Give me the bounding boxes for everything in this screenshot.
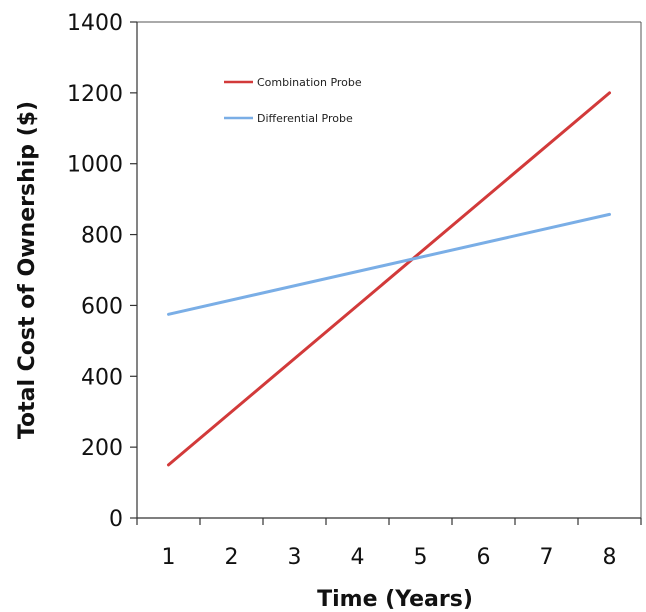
y-tick-label: 1200 bbox=[67, 82, 123, 107]
x-tick-label: 1 bbox=[162, 545, 176, 570]
series-lines bbox=[167, 91, 611, 467]
y-tick-label: 400 bbox=[81, 365, 123, 390]
y-tick-label: 800 bbox=[81, 224, 123, 249]
x-tick-label: 4 bbox=[351, 545, 365, 570]
series-line-combination-probe bbox=[167, 91, 611, 467]
y-tick-label: 0 bbox=[109, 507, 123, 532]
x-tick-label: 8 bbox=[603, 545, 617, 570]
legend-label: Combination Probe bbox=[257, 76, 362, 89]
legend: Combination Probe Differential Probe bbox=[224, 76, 362, 125]
legend-label: Differential Probe bbox=[257, 112, 353, 125]
x-tick-label: 5 bbox=[414, 545, 428, 570]
x-tick-label: 6 bbox=[477, 545, 491, 570]
x-axis-title: Time (Years) bbox=[317, 587, 473, 612]
y-tick-label: 1400 bbox=[67, 11, 123, 36]
plot-frame bbox=[136, 21, 642, 519]
y-axis-title: Total Cost of Ownership ($) bbox=[15, 101, 40, 439]
x-tick-label: 7 bbox=[540, 545, 554, 570]
x-axis-ticks: 1 2 3 4 5 6 7 8 bbox=[136, 518, 642, 570]
y-axis-ticks: 0 200 400 600 800 1000 1200 1400 bbox=[67, 11, 137, 532]
x-tick-label: 2 bbox=[225, 545, 239, 570]
series-line-differential-probe bbox=[167, 212, 611, 316]
y-tick-label: 600 bbox=[81, 294, 123, 319]
y-tick-label: 200 bbox=[81, 436, 123, 461]
x-tick-label: 3 bbox=[288, 545, 302, 570]
y-tick-label: 1000 bbox=[67, 153, 123, 178]
